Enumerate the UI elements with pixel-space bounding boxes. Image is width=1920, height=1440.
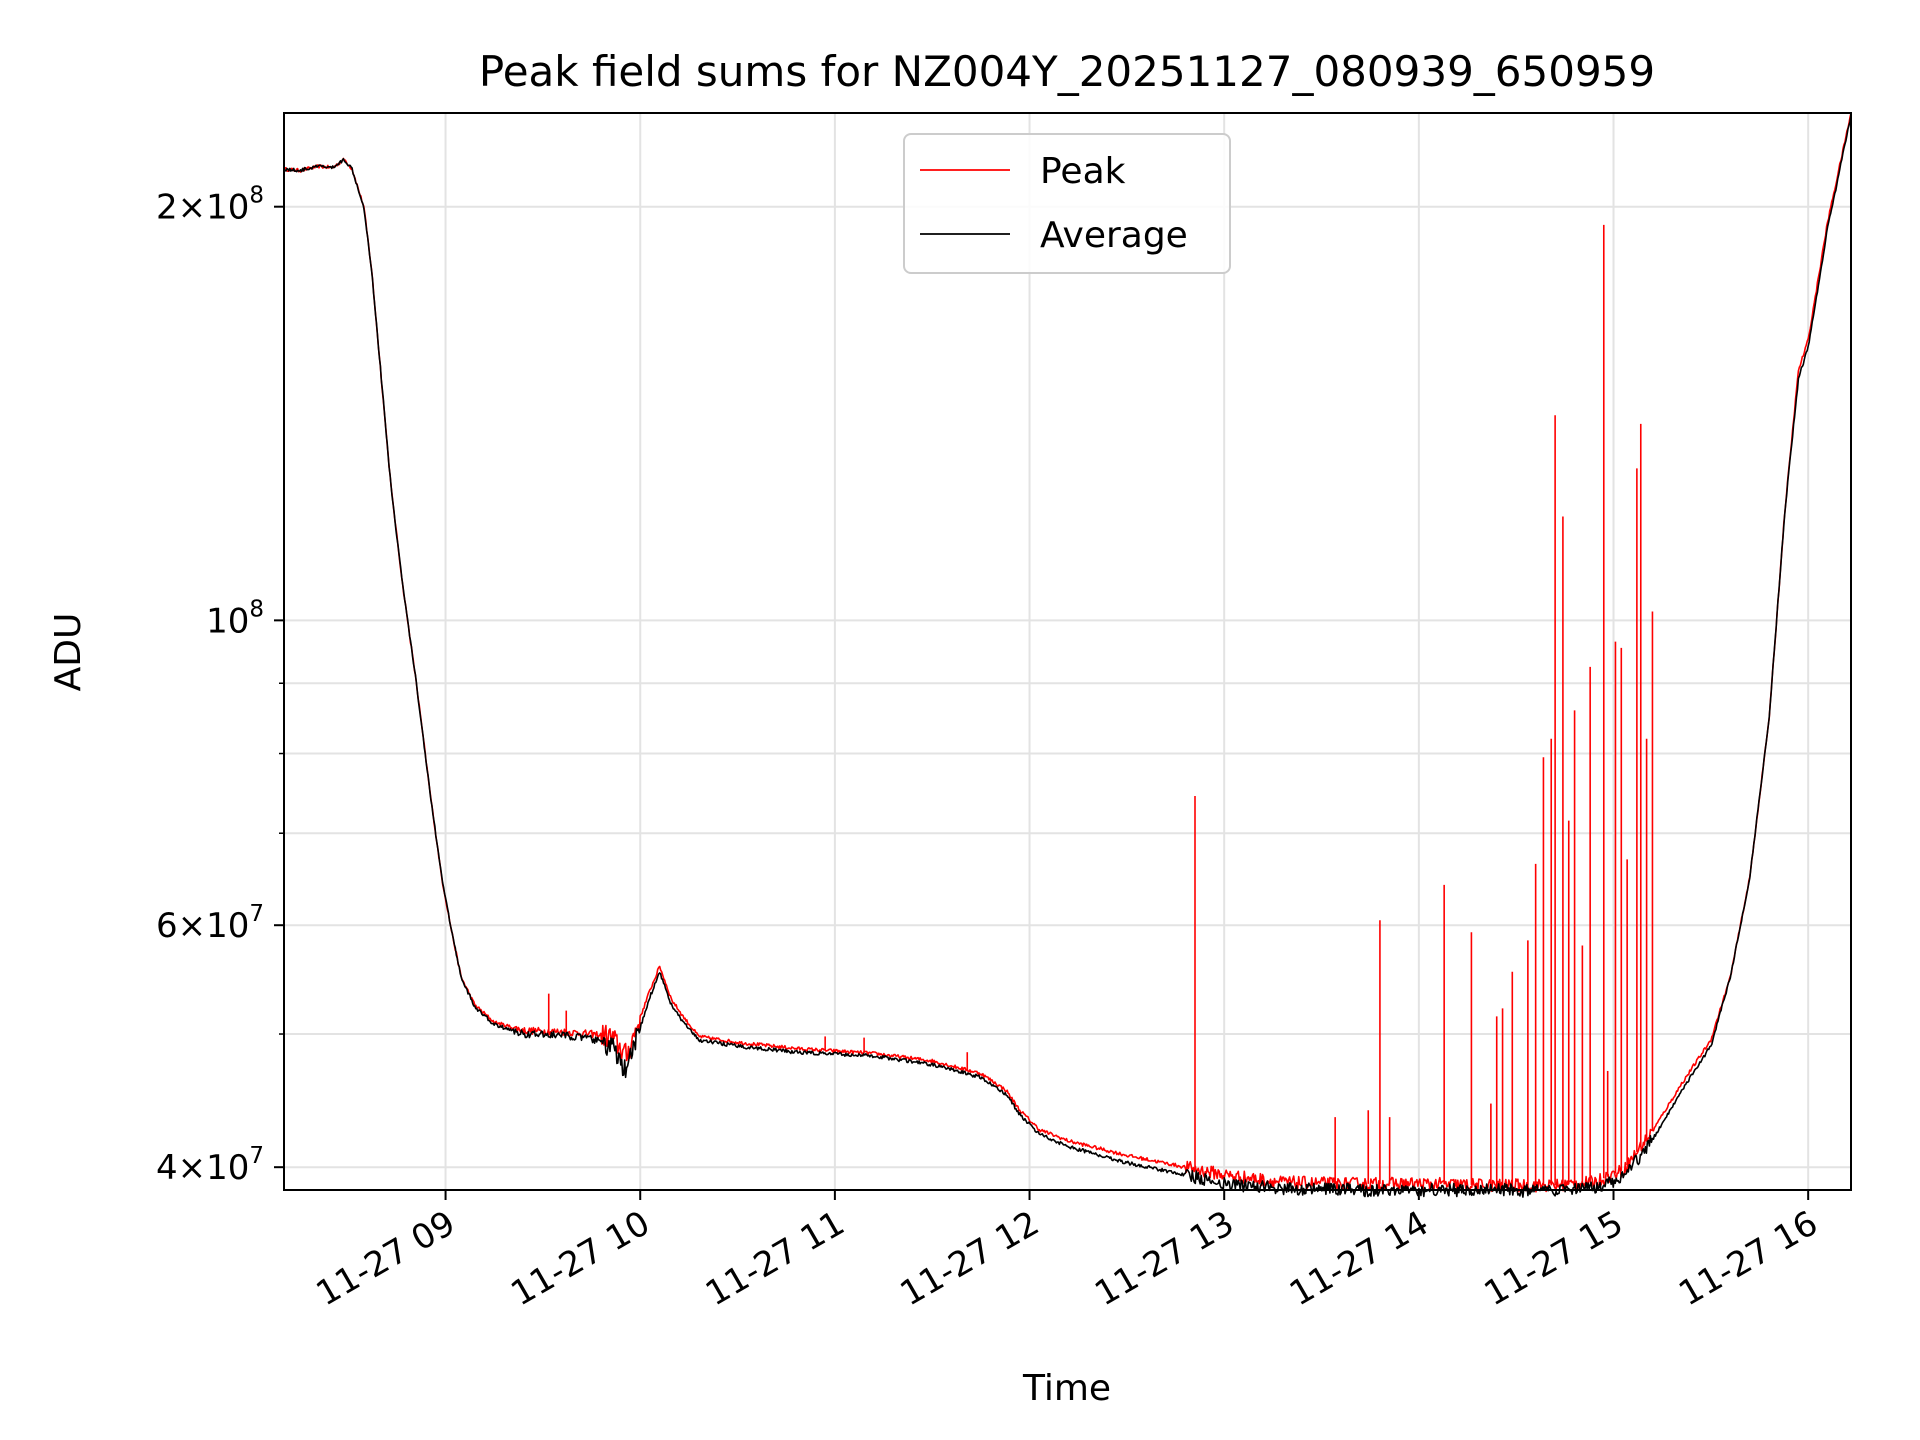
- y-axis-label: ADU: [48, 613, 89, 692]
- x-axis-label: Time: [1022, 1368, 1111, 1409]
- chart-title: Peak field sums for NZ004Y_20251127_0809…: [479, 47, 1655, 96]
- y-tick-label: 108: [206, 596, 264, 641]
- legend-label-average: Average: [1040, 215, 1188, 256]
- series-group: [283, 112, 1852, 1198]
- legend: Peak Average: [903, 133, 1231, 274]
- y-tick-label: 4×107: [156, 1143, 264, 1188]
- series-line-average: [283, 115, 1852, 1198]
- plot-frame: [283, 112, 1852, 1191]
- legend-box: [903, 133, 1231, 274]
- y-axis-ticks: 4×107 6×107 108 2×108: [156, 183, 284, 1188]
- legend-label-peak: Peak: [1040, 151, 1126, 192]
- y-tick-label: 6×107: [156, 901, 264, 946]
- y-tick-label: 2×108: [156, 183, 264, 228]
